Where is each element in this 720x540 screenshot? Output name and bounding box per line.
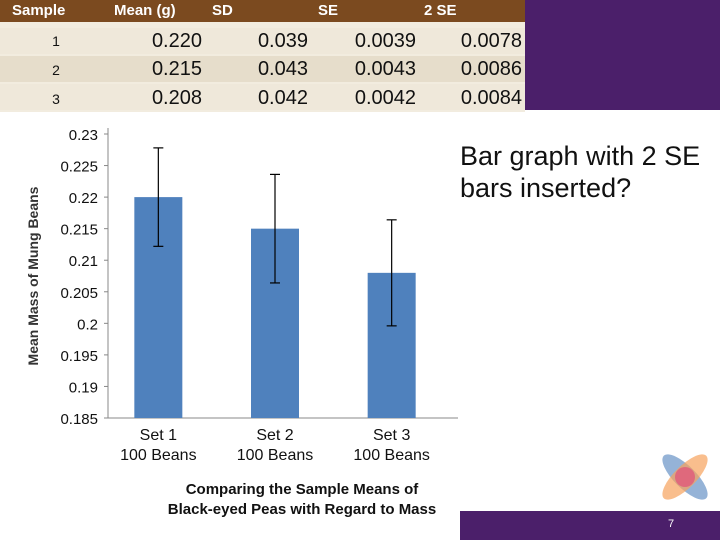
cell-sample: 3 (52, 91, 60, 107)
slide-caption: Bar graph with 2 SE bars inserted? (460, 141, 701, 203)
table-row (0, 56, 525, 82)
x-tick-label: Set 2 (256, 427, 293, 444)
chart-title: Comparing the Sample Means of (186, 481, 420, 498)
title-band (525, 0, 720, 110)
cell-2se: 0.0084 (460, 87, 522, 109)
chart-title: Black-eyed Peas with Regard to Mass (168, 501, 436, 518)
y-tick-label: 0.225 (60, 159, 98, 176)
cell-2se: 0.0078 (460, 30, 522, 52)
y-tick-label: 0.23 (69, 127, 98, 144)
y-tick-label: 0.185 (60, 411, 98, 428)
cell-2se: 0.0086 (460, 58, 522, 80)
y-tick-label: 0.22 (69, 190, 98, 207)
header-mean: Mean (g) (114, 2, 176, 19)
table-row (0, 28, 525, 54)
x-tick-label: 100 Beans (353, 447, 430, 464)
header-se: SE (318, 2, 339, 19)
cell-se: 0.0042 (354, 87, 416, 109)
y-tick-label: 0.215 (60, 222, 98, 239)
header-sample: Sample (12, 2, 66, 19)
cell-sample: 1 (52, 33, 60, 49)
cell-mean: 0.220 (151, 30, 202, 52)
header-2se: 2 SE (424, 2, 457, 19)
page-number: 7 (668, 518, 675, 530)
cell-se: 0.0043 (354, 58, 416, 80)
cell-mean: 0.215 (151, 58, 202, 80)
bar-chart: 0.23 0.225 0.22 0.215 0.21 0.205 0.2 0.195 0.19 0… (25, 127, 458, 518)
chart-panel: 0.23 0.225 0.22 0.215 0.21 0.205 0.2 0.195 0.19 0… (0, 112, 460, 522)
x-tick-label: Set 3 (373, 427, 410, 444)
y-tick-label: 0.2 (77, 316, 98, 333)
cell-sd: 0.039 (257, 30, 308, 52)
y-tick-label: 0.21 (69, 253, 98, 270)
y-tick-label: 0.195 (60, 348, 98, 365)
footer-band (460, 511, 720, 540)
x-tick-label: 100 Beans (237, 447, 314, 464)
y-tick-label: 0.19 (69, 379, 98, 396)
cell-sd: 0.043 (257, 58, 308, 80)
x-tick-label: 100 Beans (120, 447, 197, 464)
cell-se: 0.0039 (354, 30, 416, 52)
logo-icon (662, 454, 708, 500)
x-tick-label: Set 1 (140, 427, 177, 444)
data-table: Sample Mean (g) SD SE 2 SE 1 0.220 0.039… (0, 0, 525, 112)
header-sd: SD (212, 2, 233, 19)
cell-sample: 2 (52, 62, 60, 78)
table-row (0, 84, 525, 110)
cell-sd: 0.042 (257, 87, 308, 109)
y-axis-label: Mean Mass of Mung Beans (25, 186, 41, 365)
table-header-row (0, 0, 525, 22)
y-tick-label: 0.205 (60, 285, 98, 302)
cell-mean: 0.208 (151, 87, 202, 109)
